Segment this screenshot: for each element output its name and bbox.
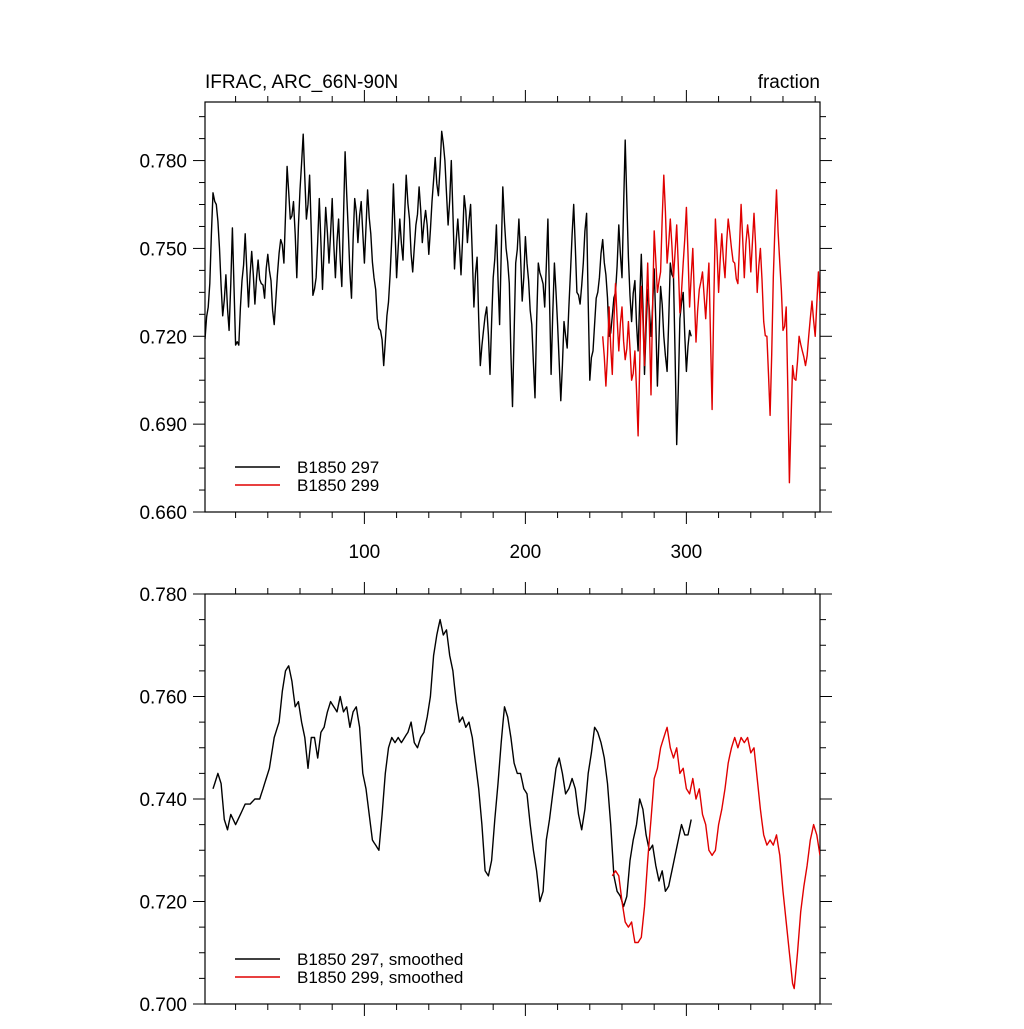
y-tick-label: 0.690	[139, 415, 187, 436]
y-tick-label: 0.720	[139, 893, 187, 914]
legend-label-2: B1850 299, smoothed	[297, 968, 463, 987]
legend-label-1: B1850 297	[297, 458, 379, 477]
y-tick-label: 0.660	[139, 503, 187, 524]
plot-frame	[204, 101, 821, 513]
chart-title: IFRAC, ARC_66N-90N	[205, 72, 398, 93]
y-tick-label: 0.780	[139, 152, 187, 173]
legend-label-1: B1850 297, smoothed	[297, 950, 463, 969]
x-tick-label: 100	[349, 542, 381, 563]
series-line-1	[212, 618, 692, 908]
series-line-2	[602, 174, 820, 484]
x-tick-label: 300	[671, 542, 703, 563]
y-tick-label: 0.760	[139, 688, 187, 709]
y-tick-label: 0.720	[139, 327, 187, 348]
y-tick-label: 0.700	[139, 995, 187, 1016]
series-line-1	[205, 130, 692, 446]
y-tick-label: 0.750	[139, 239, 187, 260]
x-tick-label: 200	[510, 542, 542, 563]
y-tick-label: 0.780	[139, 585, 187, 606]
chart-panel-1: 0.660 0.690 0.720 0.750 0.780 100 200 300 IFRAC,…	[139, 72, 832, 563]
chart-units: fraction	[758, 72, 820, 93]
series-line-2	[611, 726, 820, 990]
y-tick-label: 0.740	[139, 790, 187, 811]
plot-frame	[204, 593, 821, 1005]
legend-label-2: B1850 299	[297, 476, 379, 495]
chart-panel-2: 0.700 0.720 0.740 0.760 0.780 B1850 297, smoo…	[139, 582, 832, 1016]
